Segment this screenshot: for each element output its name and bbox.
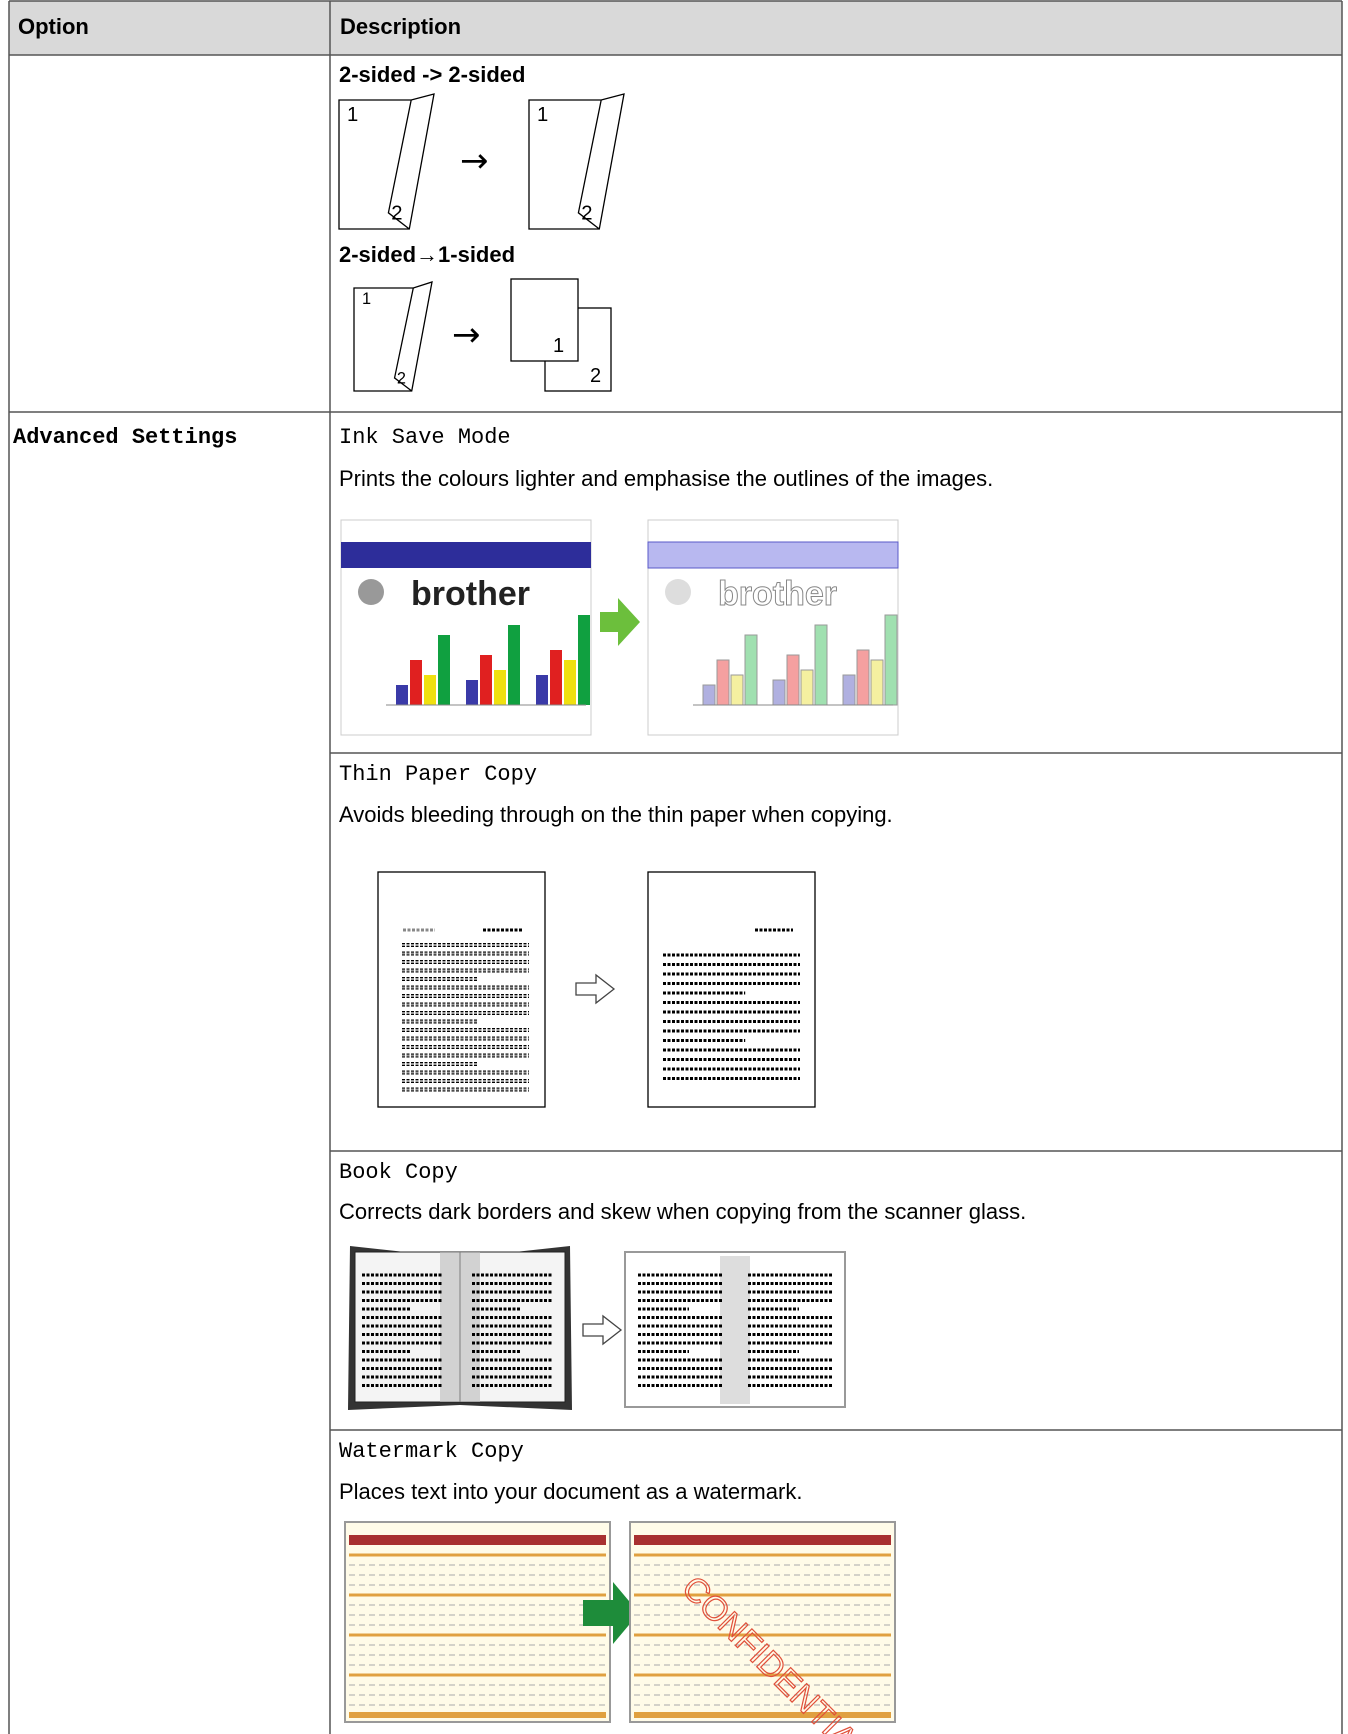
sheet xyxy=(344,1521,611,1723)
arrow xyxy=(583,1582,639,1644)
setting-name: Thin Paper Copy xyxy=(339,762,538,787)
chart-bar xyxy=(466,680,478,705)
sheet xyxy=(629,1521,896,1723)
page-number: 2 xyxy=(397,369,406,387)
globe xyxy=(665,579,691,605)
chart-bar xyxy=(564,660,576,705)
chart-bar xyxy=(480,655,492,705)
logo: brother xyxy=(718,575,837,613)
chart-bar xyxy=(438,635,450,705)
chart-bar xyxy=(856,649,870,706)
arrow xyxy=(600,598,640,646)
sheet-footer xyxy=(349,1712,606,1718)
item-title: 2-sided→1-sided xyxy=(339,242,516,267)
page-number: 1 xyxy=(537,104,548,126)
page xyxy=(353,281,433,392)
sheet-header xyxy=(634,1535,891,1545)
chart-bar xyxy=(772,679,786,706)
chart-bar xyxy=(410,660,422,705)
setting-description: Prints the colours lighter and emphasise… xyxy=(339,466,994,491)
page-number: 2 xyxy=(391,203,402,225)
chart-bar xyxy=(550,650,562,705)
page-number: 2 xyxy=(590,365,601,387)
setting-description: Corrects dark borders and skew when copy… xyxy=(339,1199,1027,1224)
book-gutter xyxy=(720,1256,750,1404)
setting-name: Book Copy xyxy=(339,1160,458,1185)
header-description: Description xyxy=(340,14,462,39)
chart-bar xyxy=(702,684,716,706)
page xyxy=(338,93,435,230)
chart-bar xyxy=(424,675,436,705)
chart-bar xyxy=(814,624,828,706)
arrow xyxy=(575,973,616,1005)
page-number: 1 xyxy=(347,104,358,126)
page-number: 1 xyxy=(553,335,564,357)
page xyxy=(647,871,816,1108)
globe xyxy=(358,579,384,605)
arrow: → xyxy=(452,315,481,355)
sheet-footer xyxy=(634,1712,891,1718)
page xyxy=(528,93,625,230)
option-name: Advanced Settings xyxy=(13,425,238,450)
header-option: Option xyxy=(18,14,89,39)
setting-description: Avoids bleeding through on the thin pape… xyxy=(339,802,893,827)
item-title: 2-sided -> 2-sided xyxy=(339,62,526,87)
setting-name: Ink Save Mode xyxy=(339,425,511,450)
page-number: 2 xyxy=(581,203,592,225)
logo: brother xyxy=(411,575,530,613)
chart-bar xyxy=(396,685,408,705)
chart-bar xyxy=(800,669,814,706)
chart-bar xyxy=(884,614,898,706)
chart-bar xyxy=(578,615,590,705)
chart-bar xyxy=(494,670,506,705)
setting-name: Watermark Copy xyxy=(339,1439,524,1464)
header-background xyxy=(9,1,1342,55)
panel-bar xyxy=(647,541,899,569)
chart-bar xyxy=(786,654,800,706)
chart-bar xyxy=(508,625,520,705)
table-grid xyxy=(8,0,1343,1734)
chart-bar xyxy=(870,659,884,706)
chart-bar xyxy=(536,675,548,705)
arrow: → xyxy=(460,141,489,181)
arrow xyxy=(582,1314,623,1346)
chart-bar xyxy=(716,659,730,706)
panel-bar xyxy=(341,542,591,568)
sheet-header xyxy=(349,1535,606,1545)
page-number: 1 xyxy=(362,290,371,308)
chart-bar xyxy=(730,674,744,706)
setting-description: Places text into your document as a wate… xyxy=(339,1479,803,1504)
chart-bar xyxy=(744,634,758,706)
chart-bar xyxy=(842,674,856,706)
page xyxy=(510,278,579,362)
